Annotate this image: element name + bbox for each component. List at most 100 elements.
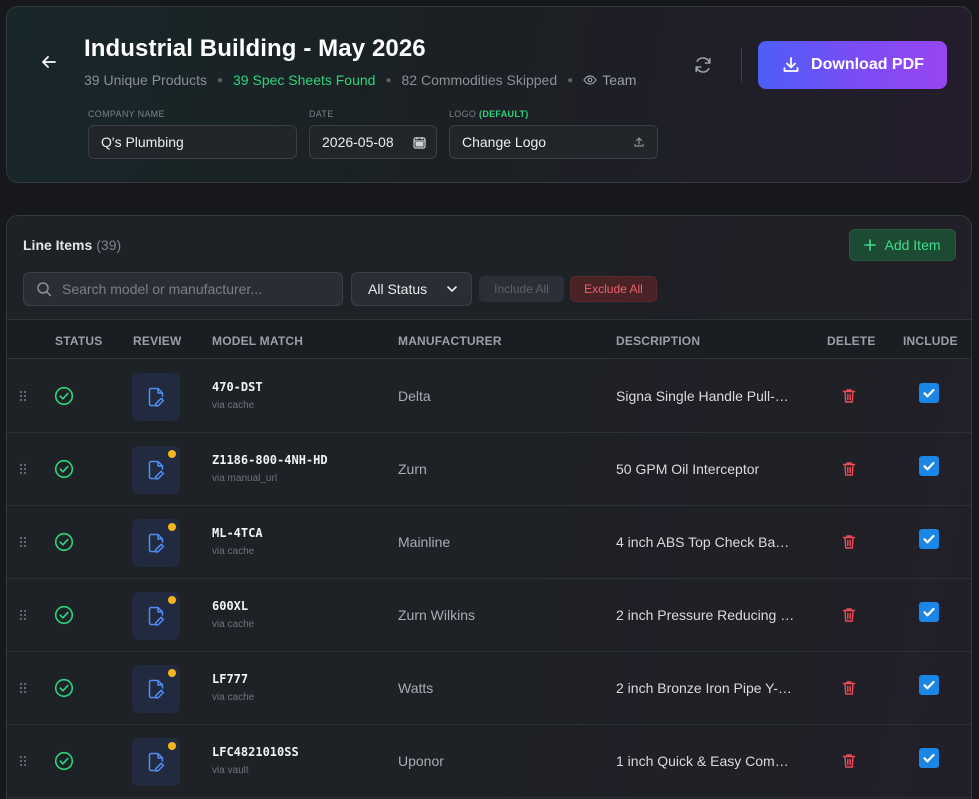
change-logo-label: Change Logo [462, 134, 547, 150]
add-item-label: Add Item [884, 237, 941, 253]
model-match: Z1186-800-4NH-HD via manual_url [212, 453, 328, 484]
meta-separator: ● [567, 74, 574, 86]
table-row: ML-4TCA via cache Mainline 4 inch ABS To… [7, 506, 971, 579]
model-match: 600XL via cache [212, 599, 254, 630]
include-checkbox[interactable] [919, 602, 939, 622]
manufacturer-cell: Mainline [398, 534, 451, 550]
drag-handle-icon[interactable] [19, 535, 27, 553]
match-source: via cache [212, 619, 255, 630]
column-include: INCLUDE [903, 334, 958, 348]
drag-handle-icon[interactable] [19, 754, 27, 772]
change-logo-button[interactable]: Change Logo [449, 125, 658, 159]
review-document-button[interactable] [132, 665, 180, 713]
column-model-match[interactable]: MODEL MATCH [212, 334, 304, 348]
line-items-title: Line Items [23, 237, 93, 253]
document-edit-icon [148, 606, 165, 626]
unique-products-count: 39 Unique Products [84, 72, 207, 88]
header-divider [741, 48, 742, 82]
column-description[interactable]: DESCRIPTION [616, 334, 701, 348]
include-checkbox[interactable] [919, 675, 939, 695]
table-row: 600XL via cache Zurn Wilkins 2 inch Pres… [7, 579, 971, 652]
calendar-icon[interactable] [413, 136, 426, 149]
status-filter-select[interactable]: All Status [351, 272, 472, 306]
model-number: 470-DST [212, 380, 263, 394]
drag-handle-icon[interactable] [19, 608, 27, 626]
document-edit-icon [148, 460, 165, 480]
status-check-icon [54, 532, 74, 557]
trash-icon[interactable] [842, 607, 856, 628]
back-arrow-icon[interactable] [38, 51, 60, 73]
meta-separator: ● [385, 74, 392, 86]
include-checkbox[interactable] [919, 456, 939, 476]
model-match: ML-4TCA via cache [212, 526, 263, 557]
table-row: LFC4821010SS via vault Uponor 1 inch Qui… [7, 725, 971, 798]
document-edit-icon [148, 679, 165, 699]
document-edit-icon [148, 752, 165, 772]
review-document-button[interactable] [132, 592, 180, 640]
status-check-icon [54, 678, 74, 703]
date-field[interactable]: 2026-05-08 [309, 125, 437, 159]
drag-handle-icon[interactable] [19, 681, 27, 699]
visibility-indicator: Team [583, 72, 636, 88]
logo-label: LOGO (DEFAULT) [449, 109, 529, 119]
pending-review-badge [168, 450, 176, 458]
column-review[interactable]: REVIEW [133, 334, 182, 348]
trash-icon[interactable] [842, 753, 856, 774]
model-match: LFC4821010SS via vault [212, 745, 299, 776]
include-checkbox[interactable] [919, 529, 939, 549]
manufacturer-cell: Zurn Wilkins [398, 607, 476, 623]
status-check-icon [54, 459, 74, 484]
checkmark-icon [923, 534, 935, 544]
trash-icon[interactable] [842, 461, 856, 482]
review-document-button[interactable] [132, 519, 180, 567]
include-checkbox[interactable] [919, 748, 939, 768]
meta-separator: ● [216, 74, 224, 86]
review-document-button[interactable] [132, 373, 180, 421]
description-cell: 50 GPM Oil Interceptor [616, 461, 760, 477]
pending-review-badge [168, 669, 176, 677]
checkmark-icon [923, 607, 935, 617]
manufacturer-cell: Zurn [398, 461, 427, 477]
include-all-button[interactable]: Include All [479, 276, 564, 302]
logo-default-tag: (DEFAULT) [479, 109, 529, 119]
logo-label-text: LOGO [449, 109, 477, 119]
column-manufacturer[interactable]: MANUFACTURER [398, 334, 502, 348]
trash-icon[interactable] [842, 534, 856, 555]
trash-icon[interactable] [842, 680, 856, 701]
upload-icon [633, 136, 645, 148]
include-checkbox[interactable] [919, 383, 939, 403]
manufacturer-cell: Delta [398, 388, 431, 404]
search-box[interactable] [23, 272, 343, 306]
manufacturer-cell: Uponor [398, 753, 444, 769]
pending-review-badge [168, 596, 176, 604]
pending-review-badge [168, 523, 176, 531]
drag-handle-icon[interactable] [19, 462, 27, 480]
refresh-icon[interactable] [691, 53, 715, 77]
model-match: 470-DST via cache [212, 380, 263, 411]
add-item-button[interactable]: Add Item [849, 229, 956, 261]
page-title: Industrial Building - May 2026 [84, 35, 426, 62]
column-status[interactable]: STATUS [55, 334, 103, 348]
trash-icon[interactable] [842, 388, 856, 409]
checkmark-icon [923, 753, 935, 763]
date-value: 2026-05-08 [322, 134, 394, 150]
company-name-field[interactable]: Q's Plumbing [88, 125, 297, 159]
download-pdf-button[interactable]: Download PDF [758, 41, 947, 89]
line-items-heading: Line Items (39) [23, 237, 121, 253]
drag-handle-icon[interactable] [19, 389, 27, 407]
search-input[interactable] [62, 281, 332, 297]
review-document-button[interactable] [132, 446, 180, 494]
review-document-button[interactable] [132, 738, 180, 786]
exclude-all-button[interactable]: Exclude All [570, 276, 657, 302]
description-cell: 1 inch Quick & Easy Commercial Fitting [616, 753, 796, 769]
line-items-count: (39) [96, 237, 122, 253]
download-icon [783, 57, 799, 72]
description-cell: 4 inch ABS Top Check Backwater Valve [616, 534, 796, 550]
company-name-label: COMPANY NAME [88, 109, 165, 119]
status-check-icon [54, 605, 74, 630]
pending-review-badge [168, 742, 176, 750]
match-source: via cache [212, 546, 255, 557]
match-source: via cache [212, 692, 255, 703]
document-edit-icon [148, 533, 165, 553]
manufacturer-cell: Watts [398, 680, 434, 696]
